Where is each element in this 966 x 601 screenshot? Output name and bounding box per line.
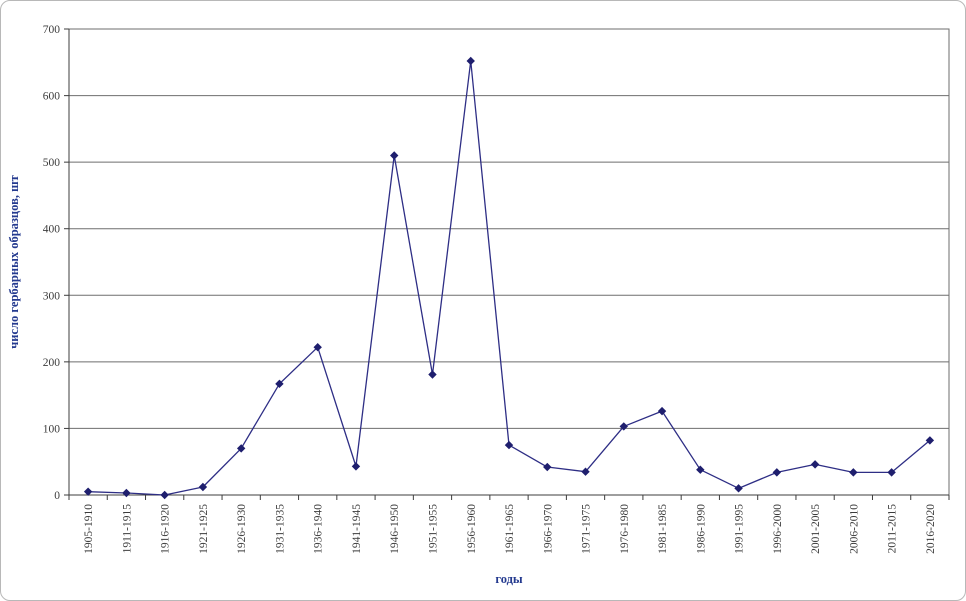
- y-tick-label: 400: [43, 224, 61, 236]
- x-tick-label: 2016-2020: [925, 504, 937, 554]
- x-tick-label: 1991-1995: [734, 504, 746, 554]
- x-tick-label: 1961-1965: [504, 504, 516, 554]
- x-tick-label: 1936-1940: [313, 504, 325, 554]
- y-tick-label: 200: [43, 357, 61, 369]
- x-tick-label: 1946-1950: [389, 504, 401, 554]
- y-tick-label: 600: [43, 91, 61, 103]
- x-tick-label: 1911-1915: [121, 504, 133, 554]
- x-tick-label: 1931-1935: [274, 504, 286, 554]
- x-tick-label: 1981-1985: [657, 504, 669, 554]
- data-point-marker: [83, 487, 93, 496]
- data-point-marker: [925, 436, 935, 445]
- data-point-marker: [734, 484, 743, 493]
- data-point-marker: [428, 370, 437, 379]
- data-point-marker: [504, 440, 514, 450]
- y-tick-label: 300: [43, 290, 61, 302]
- data-point-marker: [198, 482, 208, 492]
- plot-area: 0 100 200 300 400 500 600 700 1905-1910 1911-1915…: [43, 24, 950, 554]
- x-tick-label: 2011-2015: [887, 504, 899, 554]
- plot-border: [68, 28, 950, 496]
- data-point-marker: [122, 488, 131, 498]
- data-point-marker: [160, 490, 169, 500]
- data-point-marker: [696, 465, 705, 474]
- data-point-marker: [772, 468, 782, 477]
- x-tick-label: 1971-1975: [581, 504, 593, 554]
- data-point-marker: [849, 468, 858, 477]
- data-point-marker: [313, 343, 322, 352]
- y-tick-label: 0: [54, 490, 60, 502]
- x-tick-label: 1966-1970: [542, 504, 554, 554]
- data-point-marker: [275, 379, 284, 389]
- data-point-marker: [581, 467, 590, 476]
- y-tick-label: 500: [43, 157, 61, 169]
- x-axis-title: годы: [495, 572, 523, 586]
- x-tick-label: 2006-2010: [848, 504, 860, 554]
- x-tick-label: 1956-1960: [466, 504, 478, 554]
- y-axis-title: число гербарных образцов, шт: [7, 175, 21, 349]
- x-tick-label: 1986-1990: [695, 504, 707, 554]
- data-point-marker: [390, 151, 399, 160]
- data-point-marker: [236, 444, 246, 453]
- data-point-marker: [657, 406, 667, 416]
- x-tick-label: 1976-1980: [619, 504, 631, 554]
- x-tick-label: 1951-1955: [428, 504, 440, 554]
- x-tick-label: 1941-1945: [351, 504, 363, 554]
- x-tick-label: 1905-1910: [83, 504, 95, 554]
- x-tick-label: 1996-2000: [772, 504, 784, 554]
- series-line: [88, 60, 931, 496]
- x-tick-label: 1916-1920: [160, 504, 172, 554]
- data-point-marker: [887, 468, 896, 477]
- data-point-marker: [543, 462, 552, 472]
- y-tick-label: 100: [43, 423, 61, 435]
- data-point-marker: [466, 56, 475, 66]
- data-point-marker: [619, 422, 628, 431]
- x-tick-label: 1921-1925: [198, 504, 210, 554]
- y-tick-label: 700: [43, 24, 61, 36]
- data-point-marker: [810, 460, 820, 469]
- data-point-marker: [351, 462, 361, 471]
- x-tick-label: 1926-1930: [236, 504, 248, 554]
- x-tick-label: 2001-2005: [810, 504, 822, 554]
